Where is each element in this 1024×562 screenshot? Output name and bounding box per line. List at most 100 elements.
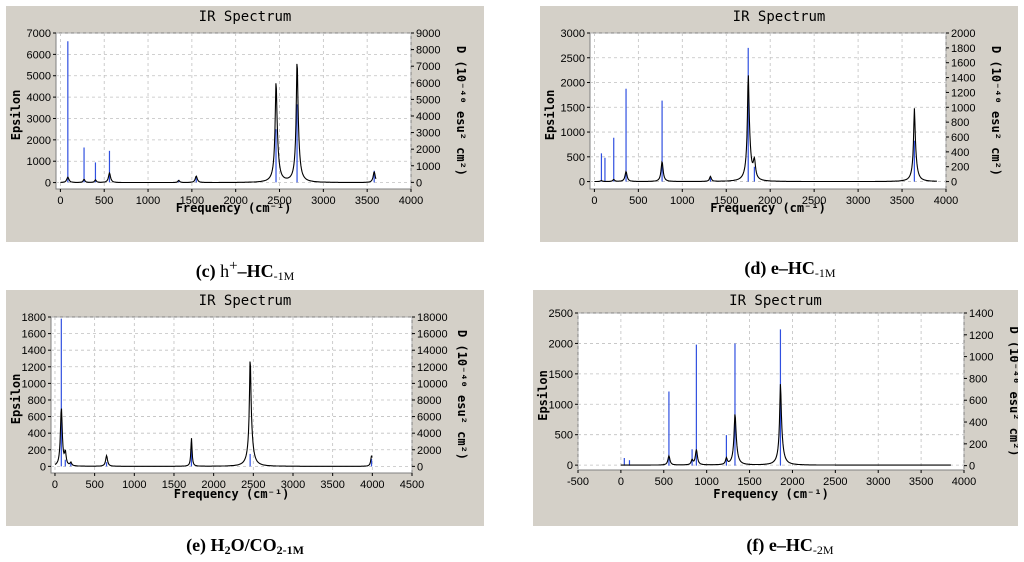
x-tick-label: 1000 (694, 476, 718, 488)
y-tick-label: 1000 (549, 399, 573, 411)
chart-title-d: IR Spectrum (732, 9, 826, 25)
y2-tick-label: 12000 (417, 362, 448, 374)
x-tick-label: 4500 (400, 479, 424, 491)
x-tick-label: 500 (655, 476, 673, 488)
x-tick-label: 2500 (823, 476, 847, 488)
y-tick-label: 500 (567, 152, 585, 164)
y2-tick-label: 4000 (417, 428, 441, 440)
y-tick-label: 200 (28, 445, 46, 457)
y2-tick-label: 0 (416, 177, 422, 189)
plot-area (50, 316, 413, 474)
x-tick-label: 0 (591, 195, 597, 207)
x-tick-label: 3500 (355, 195, 379, 207)
y-tick-label: 2000 (561, 78, 585, 90)
y-axis-label: Epsilon (543, 90, 557, 141)
y2-tick-label: 2000 (417, 445, 441, 457)
chart-panel-c: IR Spectrum 0 500 1000 1500 2000 2500 3000 3500… (6, 6, 484, 242)
x-tick-label: 0 (618, 476, 624, 488)
y-tick-label: 2500 (561, 53, 585, 65)
y2-tick-label: 2000 (951, 28, 975, 40)
y2-tick-label: 1000 (951, 102, 975, 114)
x-tick-label: 4000 (934, 195, 958, 207)
y-tick-label: 1500 (549, 369, 573, 381)
y2-tick-label: 0 (969, 461, 975, 473)
y-tick-label: 5000 (27, 71, 51, 83)
y2-tick-label: 1800 (951, 43, 975, 55)
x-tick-label: 1500 (737, 476, 761, 488)
y2-tick-label: 1400 (951, 73, 975, 85)
x-tick-label: 500 (95, 195, 113, 207)
x-tick-label: 2000 (758, 195, 782, 207)
y-tick-label: 400 (28, 428, 46, 440)
y-tick-label: 1000 (22, 378, 46, 390)
y2-tick-label: 9000 (416, 28, 440, 40)
x-tick-label: 3500 (890, 195, 914, 207)
y2-tick-label: 800 (969, 373, 987, 385)
x-tick-label: 2500 (802, 195, 826, 207)
y2-tick-label: 6000 (417, 412, 441, 424)
x-axis-label: Frequency (cm⁻¹) (174, 487, 290, 501)
chart-panel-f: IR Spectrum -500 0 500 1000 1500 2000 2500 3000… (533, 290, 1018, 526)
x-tick-label: 1500 (714, 195, 738, 207)
y-tick-label: 1000 (27, 156, 51, 168)
spectrum-line (54, 361, 373, 467)
y2-tick-label: 400 (969, 417, 987, 429)
y2-tick-label: 800 (951, 117, 969, 129)
y-tick-label: 0 (579, 177, 585, 189)
y-axis-label: Epsilon (536, 370, 550, 421)
y2-tick-label: 2000 (416, 144, 440, 156)
y2-tick-label: 10000 (417, 378, 448, 390)
x-tick-label: 3500 (909, 476, 933, 488)
y-tick-label: 2500 (549, 308, 573, 320)
x-axis-label: Frequency (cm⁻¹) (713, 487, 829, 501)
y2-tick-label: 4000 (416, 111, 440, 123)
y-tick-label: 1400 (22, 345, 46, 357)
y-tick-label: 3000 (27, 113, 51, 125)
y2-tick-label: 0 (417, 461, 423, 473)
y2-tick-label: 1000 (969, 352, 993, 364)
x-tick-label: 1500 (162, 479, 186, 491)
caption-e: (e) H2O/CO2-1M (186, 535, 304, 557)
chart-svg-f: -500 0 500 1000 1500 2000 2500 3000 3500 40000500… (536, 308, 1018, 501)
spectrum-line (60, 63, 377, 184)
plot-area (589, 32, 947, 190)
y2-tick-label: 3000 (416, 128, 440, 140)
x-tick-label: 2500 (241, 479, 265, 491)
x-tick-label: 3000 (846, 195, 870, 207)
y-tick-label: 0 (45, 178, 51, 190)
x-tick-label: 1500 (180, 195, 204, 207)
y-tick-label: 4000 (27, 92, 51, 104)
y-tick-label: 1500 (561, 102, 585, 114)
spectrum-line (594, 75, 937, 183)
y-tick-label: 1800 (22, 312, 46, 324)
y-tick-label: 500 (555, 430, 573, 442)
chart-panel-e: IR Spectrum 0 500 1000 1500 2000 2500 3000 3500… (6, 290, 484, 526)
y2-tick-label: 8000 (417, 395, 441, 407)
y2-tick-label: 7000 (416, 61, 440, 73)
x-tick-label: 3000 (281, 479, 305, 491)
x-tick-label: 2000 (780, 476, 804, 488)
x-tick-label: 4000 (399, 195, 423, 207)
x-tick-label: 4000 (360, 479, 384, 491)
x-tick-label: -500 (567, 476, 589, 488)
y2-tick-label: 8000 (416, 45, 440, 57)
caption-c: (c) h+–HC-1M (195, 258, 295, 283)
y-tick-label: 600 (28, 412, 46, 424)
x-tick-label: 3000 (866, 476, 890, 488)
y-tick-label: 2000 (27, 135, 51, 147)
y-axis-label: Epsilon (9, 90, 23, 141)
y2-tick-label: 1600 (951, 58, 975, 70)
y2-tick-label: 6000 (416, 78, 440, 90)
x-tick-label: 500 (85, 479, 103, 491)
y-axis-label: Epsilon (9, 374, 23, 425)
x-tick-label: 1000 (670, 195, 694, 207)
y-tick-label: 1000 (561, 127, 585, 139)
y-tick-label: 800 (28, 395, 46, 407)
spectrum-line (620, 384, 951, 466)
y-tick-label: 2000 (549, 338, 573, 350)
y2-tick-label: 1200 (951, 87, 975, 99)
chart-title-c: IR Spectrum (198, 9, 292, 25)
x-tick-label: 1000 (136, 195, 160, 207)
chart-panel-d: IR Spectrum 0 500 1000 1500 2000 2500 3000 3500… (540, 6, 1018, 242)
y-tick-label: 1200 (22, 362, 46, 374)
